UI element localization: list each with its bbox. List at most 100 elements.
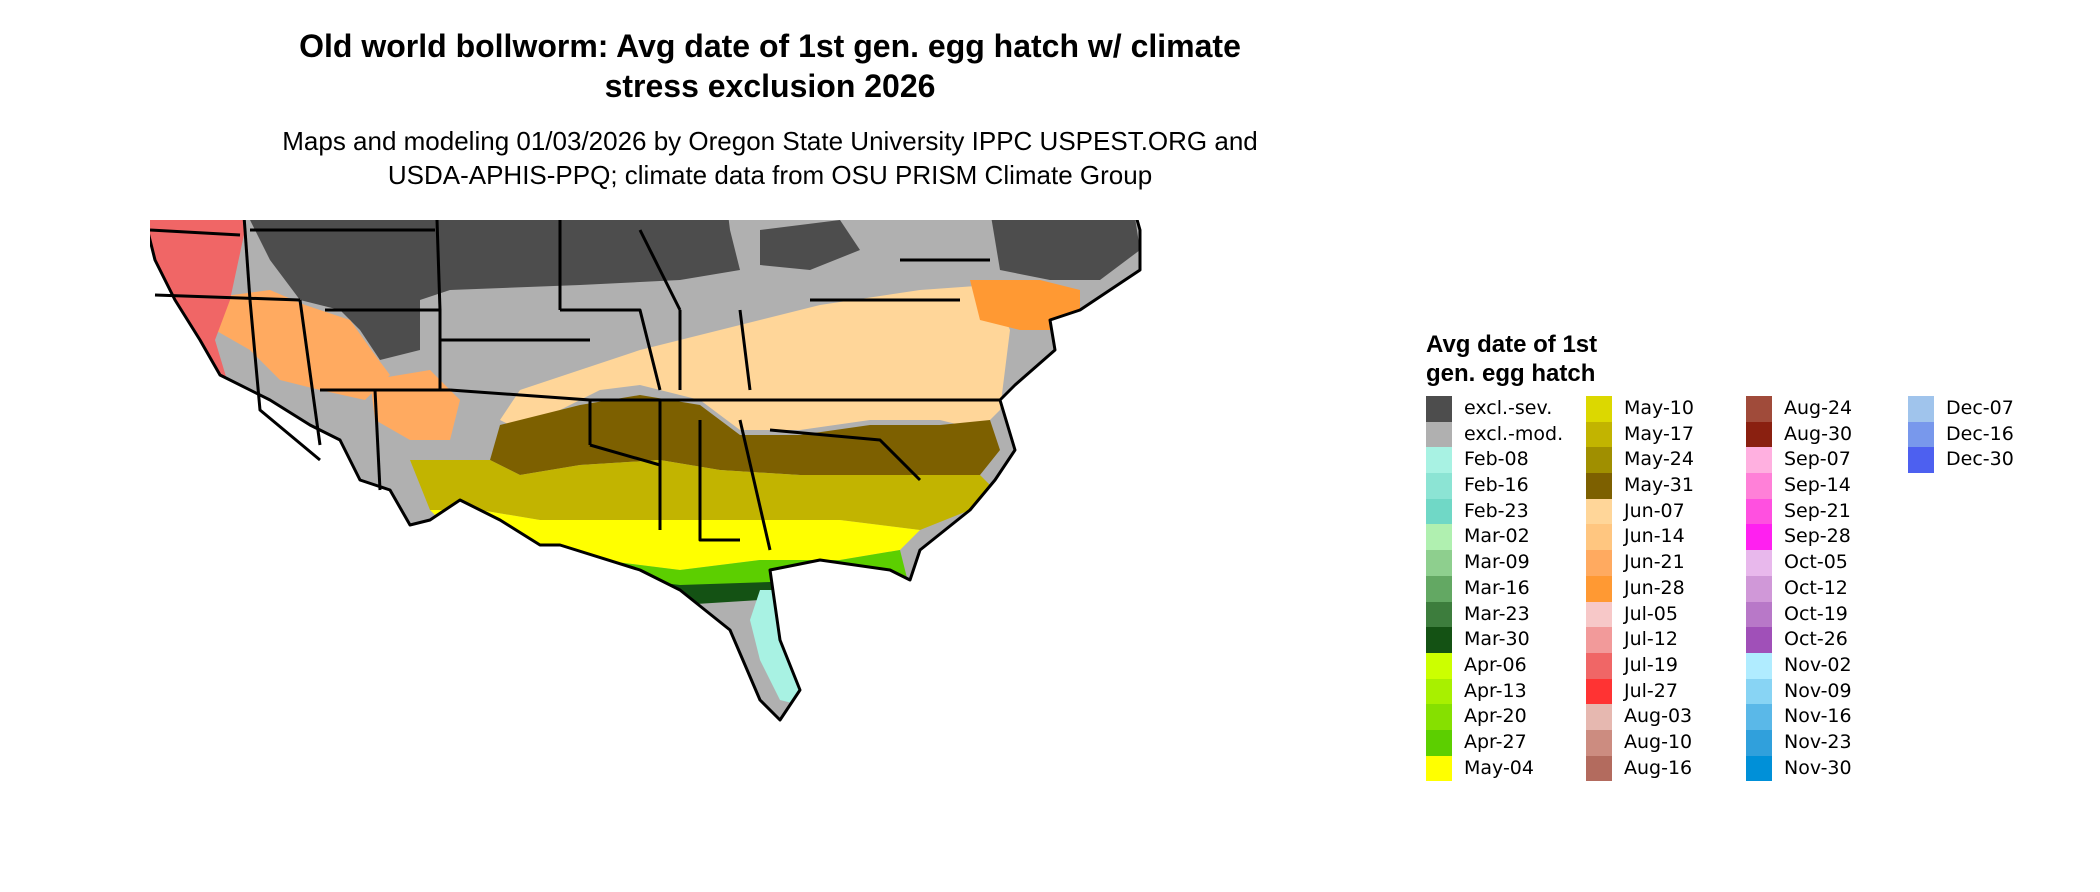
legend-title-line-1: Avg date of 1st (1426, 331, 1598, 358)
legend-label: Mar-30 (1464, 628, 1530, 651)
legend-label: Oct-05 (1784, 551, 1848, 574)
legend-title-line-2: gen. egg hatch (1426, 360, 1596, 387)
legend-swatch (1426, 421, 1452, 448)
legend-swatch (1426, 524, 1452, 551)
state-line-ms-al (698, 420, 740, 542)
legend-swatch (1426, 729, 1452, 756)
legend-swatch (1746, 729, 1772, 756)
us-outline (150, 220, 1142, 722)
map-title-line-1: Old world bollworm: Avg date of 1st gen.… (299, 28, 1241, 64)
legend-swatch (1426, 678, 1452, 705)
legend-label: May-24 (1624, 448, 1694, 471)
legend-label: Nov-30 (1784, 756, 1852, 779)
legend-swatch (1426, 652, 1452, 679)
legend-swatch (1908, 421, 1934, 448)
legend-label: Aug-24 (1784, 397, 1853, 419)
legend-label: Feb-23 (1464, 499, 1529, 522)
legend-label: Nov-02 (1784, 653, 1852, 676)
legend-label: May-31 (1624, 474, 1694, 497)
legend-label: Nov-23 (1784, 730, 1852, 753)
legend-swatch (1586, 652, 1612, 679)
legend-label: Apr-13 (1464, 679, 1527, 702)
map-fill (150, 220, 1140, 720)
legend-label: Mar-16 (1464, 576, 1530, 599)
zone-new-england-coast (970, 280, 1080, 330)
zone-new-england-interior (990, 220, 1140, 280)
legend-label: Aug-16 (1624, 756, 1693, 779)
legend-swatch (1426, 704, 1452, 730)
legend-label: Oct-19 (1784, 602, 1848, 625)
legend-swatch (1586, 678, 1612, 705)
legend-swatch (1746, 396, 1772, 422)
legend-label: May-10 (1624, 397, 1694, 419)
zone-south-texas (500, 570, 660, 710)
us-egg-hatch-map (150, 220, 1142, 722)
legend-swatch (1908, 396, 1934, 422)
legend-swatch (1746, 473, 1772, 499)
legend-label: Feb-08 (1464, 448, 1529, 471)
legend-label: Jul-05 (1624, 602, 1678, 625)
legend-swatch (1426, 498, 1452, 525)
legend-swatch (1746, 627, 1772, 653)
state-line-sc (769, 428, 922, 482)
legend-swatch (1586, 498, 1612, 525)
legend-swatch (1746, 498, 1772, 525)
state-line-nm-tx (373, 389, 382, 491)
map-title: Old world bollworm: Avg date of 1st gen.… (230, 26, 1310, 106)
state-line-nv (248, 299, 321, 462)
state-line-or-ca (154, 293, 301, 302)
state-line-wa-or (150, 228, 241, 237)
legend-label: Oct-26 (1784, 628, 1848, 651)
legend-label: Jun-28 (1624, 576, 1685, 599)
legend-swatch (1746, 755, 1772, 782)
map-legend: Avg date of 1st gen. egg hatch excl.-sev… (1426, 330, 2086, 800)
legend-label: Dec-30 (1946, 448, 2014, 471)
legend-label: Jun-21 (1624, 551, 1685, 574)
legend-label: Sep-28 (1784, 525, 1851, 548)
zone-northern-rockies-plains (240, 220, 740, 360)
map-title-line-2: stress exclusion 2026 (604, 68, 936, 104)
map-subtitle-line-1: Maps and modeling 01/03/2026 by Oregon S… (282, 126, 1258, 156)
legend-label: Jun-14 (1624, 525, 1685, 548)
legend-label: Jun-07 (1624, 499, 1685, 522)
state-line-ut (298, 299, 322, 446)
state-line-wi-mi (638, 229, 682, 311)
legend-label: Nov-16 (1784, 705, 1852, 728)
legend-label: Aug-30 (1784, 422, 1853, 445)
legend-label: Apr-06 (1464, 653, 1527, 676)
map-subtitle-line-2: USDA-APHIS-PPQ; climate data from OSU PR… (387, 160, 1153, 190)
zone-deep-south (430, 510, 920, 570)
legend-swatch (1426, 755, 1452, 782)
legend-label: Sep-21 (1784, 499, 1851, 522)
legend-label: May-04 (1464, 756, 1534, 779)
legend-swatch (1426, 601, 1452, 628)
legend-label: Mar-02 (1464, 525, 1530, 548)
legend-label: Dec-07 (1946, 397, 2014, 419)
legend-swatch (1746, 575, 1772, 602)
legend-label: excl.-mod. (1464, 422, 1564, 445)
legend-label: Apr-27 (1464, 730, 1527, 753)
state-boundaries (150, 220, 1142, 722)
legend-label: Apr-20 (1464, 705, 1527, 728)
zone-upper-great-lakes (760, 220, 860, 270)
legend-swatch (1586, 524, 1612, 551)
state-line-nd-sd (435, 220, 442, 311)
legend-label: May-17 (1624, 422, 1694, 445)
legend-label: Sep-07 (1784, 448, 1851, 471)
legend-swatch (1908, 447, 1934, 474)
legend-swatch (1746, 704, 1772, 730)
legend-swatch (1426, 473, 1452, 499)
legend-swatch (1746, 447, 1772, 474)
legend-label: Mar-09 (1464, 551, 1530, 574)
legend-swatch (1746, 601, 1772, 628)
legend-label: Oct-12 (1784, 576, 1848, 599)
legend-swatch (1426, 627, 1452, 653)
legend-swatch (1586, 627, 1612, 653)
legend-label: Sep-14 (1784, 474, 1851, 497)
legend-swatch (1746, 524, 1772, 551)
legend-swatch (1426, 396, 1452, 422)
legend-label: Jul-27 (1624, 679, 1678, 702)
state-line-ia-mo (560, 308, 662, 391)
legend-label: excl.-sev. (1464, 397, 1553, 419)
state-line-id (242, 220, 252, 301)
